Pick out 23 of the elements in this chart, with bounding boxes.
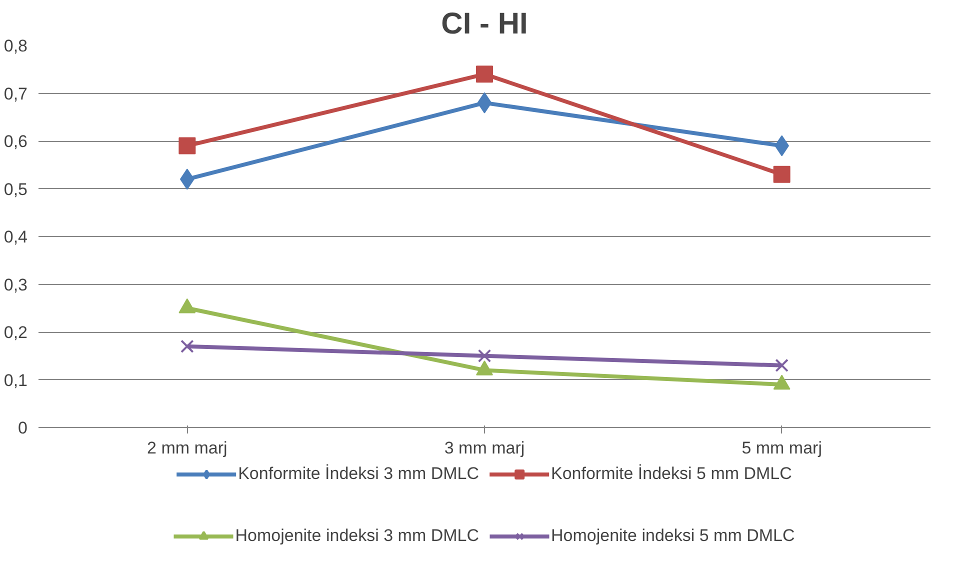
y-tick-label: 0,1 [4,370,28,390]
y-tick-label: 0,2 [4,323,28,342]
chart-title: CI - HI [441,8,528,40]
y-tick-label: 0,3 [4,275,28,294]
point [775,358,788,372]
y-tick-label: 0,5 [4,180,28,199]
y-tick-label: 0,8 [4,36,28,56]
y-tick-label: 0,4 [4,228,28,246]
legend-label: Homojenite indeksi 5 mm DMLC [551,526,795,546]
point [180,340,194,353]
point [178,137,196,154]
y-tick-label: 0,6 [4,132,28,151]
legend-label: Konformite İndeksi 5 mm DMLC [551,464,792,484]
legend-label: Konformite İndeksi 3 mm DMLC [238,464,479,484]
point [478,349,492,363]
x-tick-label: 5 mm marj [742,438,822,458]
x-tick-label: 3 mm marj [444,438,525,458]
y-tick-label: 0,7 [4,84,28,104]
point [773,166,790,183]
point [476,66,493,83]
y-tick-label: 0 [18,418,28,438]
legend-label: Homojenite indeksi 3 mm DMLC [235,526,479,546]
x-tick-label: 2 mm marj [147,438,228,458]
